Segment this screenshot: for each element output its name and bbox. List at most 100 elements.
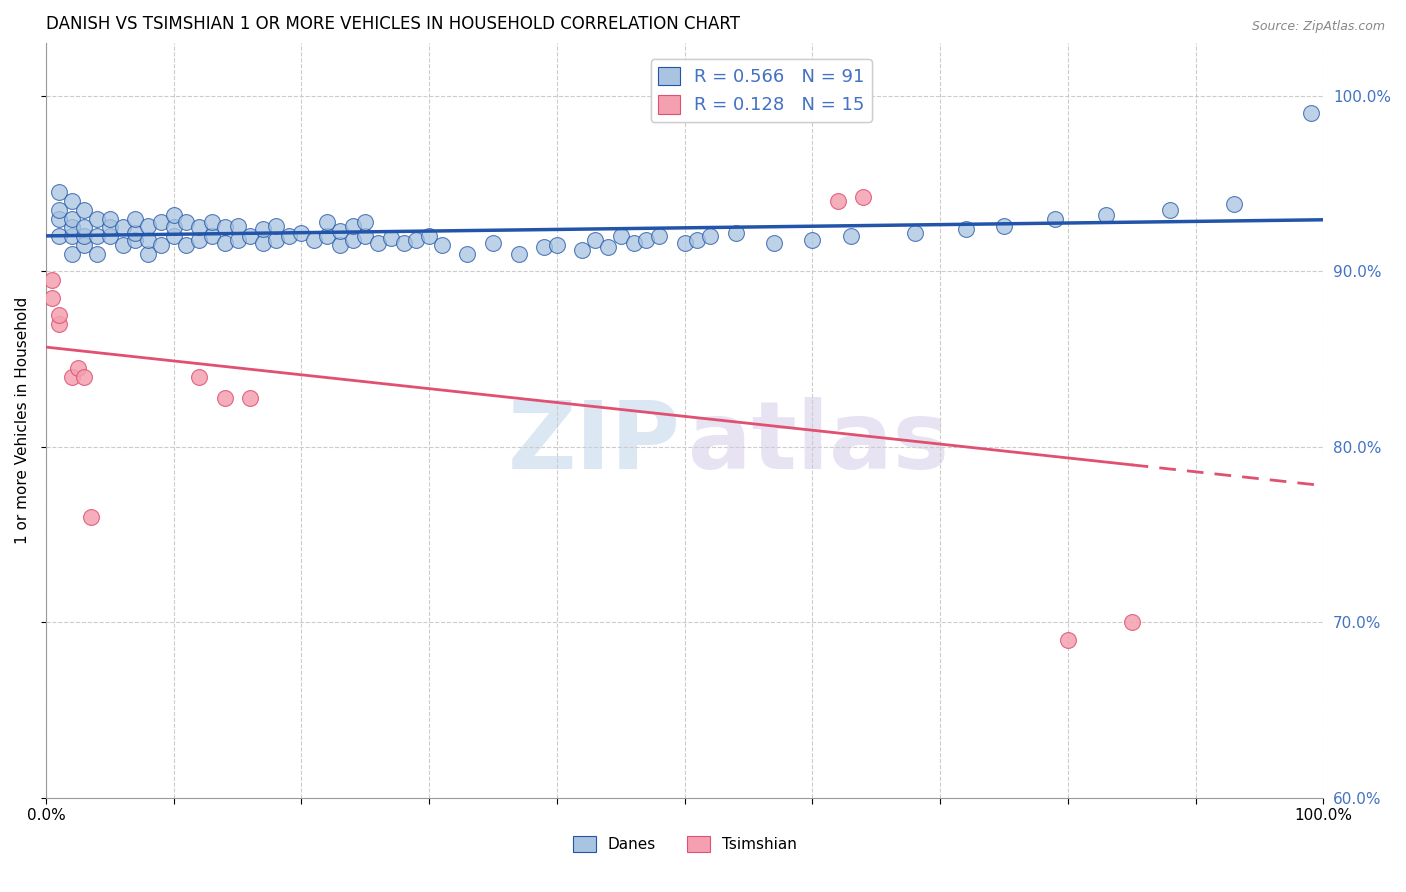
Point (354, 229, 377, 244)
Point (163, 229, 186, 244)
Point (48, 211, 70, 226)
Point (86, 211, 108, 226)
Point (277, 229, 299, 244)
Point (201, 215, 224, 229)
Point (686, 233, 709, 247)
Point (60, 194, 83, 208)
Point (226, 219, 249, 233)
Point (48, 308, 70, 322)
Point (239, 391, 262, 405)
Point (60, 369, 83, 384)
Point (430, 238, 453, 252)
Point (546, 238, 568, 252)
Point (392, 236, 415, 251)
Point (636, 233, 658, 247)
Point (98, 211, 121, 226)
Point (86, 229, 108, 244)
Point (354, 215, 377, 229)
Point (316, 229, 339, 244)
Text: ZIP: ZIP (508, 397, 681, 489)
Point (955, 222, 977, 236)
Point (610, 229, 633, 244)
Point (418, 229, 440, 244)
Point (48, 202, 70, 217)
Point (583, 233, 606, 247)
Point (482, 236, 505, 251)
Point (149, 215, 172, 229)
Point (73, 202, 96, 217)
Point (149, 238, 172, 252)
Point (98, 220, 121, 235)
Point (342, 219, 364, 233)
Point (60, 246, 83, 260)
Point (163, 220, 186, 235)
Point (60, 220, 83, 235)
Point (48, 229, 70, 244)
Point (252, 236, 274, 251)
Point (1121, 615, 1143, 630)
Point (214, 391, 236, 405)
Point (188, 220, 211, 235)
Point (111, 238, 134, 252)
Point (699, 229, 721, 244)
Text: Source: ZipAtlas.com: Source: ZipAtlas.com (1251, 20, 1385, 33)
Point (290, 226, 312, 240)
Point (73, 238, 96, 252)
Legend: R = 0.566   N = 91, R = 0.128   N = 15: R = 0.566 N = 91, R = 0.128 N = 15 (651, 60, 872, 121)
Point (79, 510, 101, 524)
Point (827, 194, 849, 208)
Point (214, 220, 236, 235)
Point (239, 229, 262, 244)
Point (329, 238, 352, 252)
Point (1159, 202, 1181, 217)
Point (380, 231, 402, 245)
Point (801, 233, 824, 247)
Point (1095, 208, 1118, 222)
Point (456, 246, 478, 260)
Point (48, 317, 70, 331)
Point (623, 236, 645, 251)
Point (329, 224, 352, 238)
Point (571, 243, 593, 257)
Point (176, 215, 198, 229)
Point (136, 246, 159, 260)
Y-axis label: 1 or more Vehicles in Household: 1 or more Vehicles in Household (15, 297, 30, 544)
Point (163, 208, 186, 222)
Point (596, 239, 619, 253)
Point (903, 226, 925, 240)
Point (136, 233, 159, 247)
Point (41, 273, 63, 287)
Point (763, 236, 786, 251)
Point (1043, 211, 1066, 226)
Point (60, 211, 83, 226)
Point (86, 246, 108, 260)
Point (673, 236, 696, 251)
Point (533, 239, 555, 253)
Point (111, 220, 134, 235)
Point (124, 226, 146, 240)
Point (73, 369, 96, 384)
Point (852, 190, 875, 204)
Point (226, 233, 249, 247)
Point (98, 229, 121, 244)
Point (264, 233, 287, 247)
Point (367, 236, 389, 251)
Point (724, 226, 747, 240)
Text: DANISH VS TSIMSHIAN 1 OR MORE VEHICLES IN HOUSEHOLD CORRELATION CHART: DANISH VS TSIMSHIAN 1 OR MORE VEHICLES I… (46, 15, 740, 33)
Point (508, 246, 530, 260)
Point (176, 238, 198, 252)
Point (1056, 632, 1078, 647)
Point (73, 229, 96, 244)
Point (648, 229, 671, 244)
Point (124, 211, 146, 226)
Text: atlas: atlas (689, 397, 949, 489)
Point (73, 220, 96, 235)
Point (124, 233, 146, 247)
Point (48, 185, 70, 199)
Point (201, 229, 224, 244)
Point (302, 233, 325, 247)
Point (66, 360, 89, 375)
Point (136, 219, 159, 233)
Point (993, 219, 1015, 233)
Point (405, 233, 427, 247)
